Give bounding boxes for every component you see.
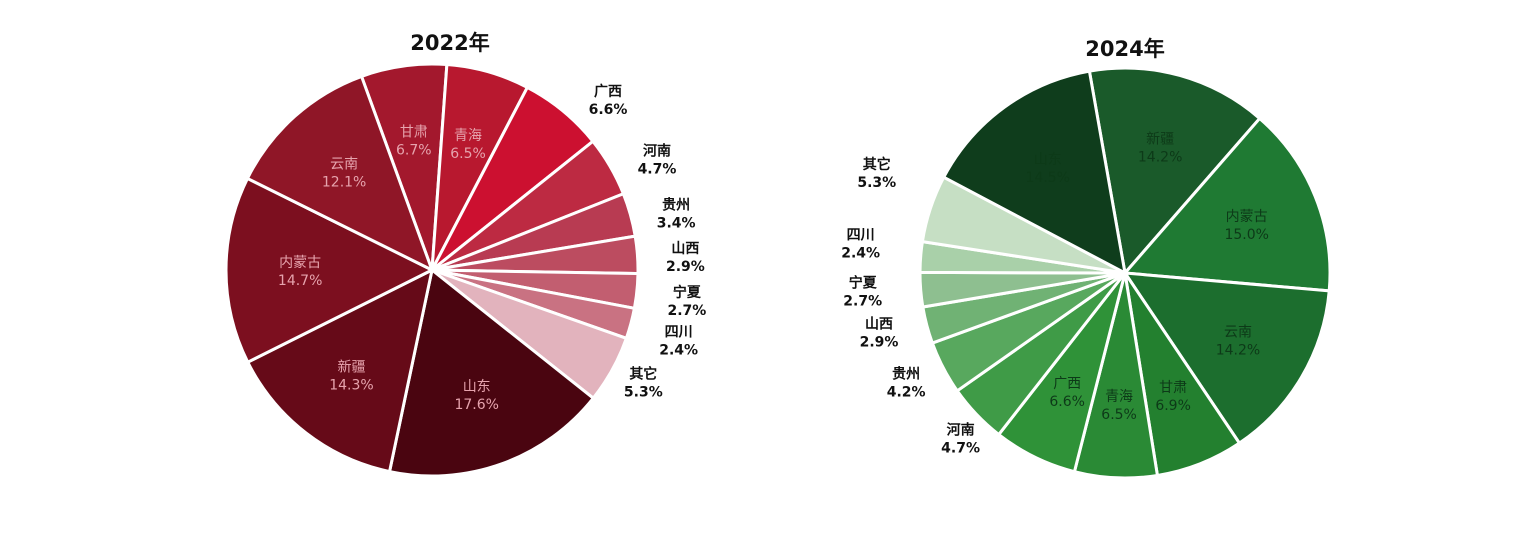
chart-title-2022: 2022年 (410, 31, 489, 55)
slice-label-云南: 云南 14.2% (1216, 325, 1260, 359)
pie-slice-新疆 (245, 267, 435, 474)
slice-label-广西: 广西 6.6% (589, 83, 628, 118)
pie-slice-新疆 (1087, 66, 1262, 277)
slice-label-青海: 青海 6.5% (450, 128, 486, 162)
slice-label-四川: 四川 2.4% (841, 227, 880, 261)
slice-label-甘肃: 甘肃 6.9% (1155, 380, 1191, 414)
slice-label-四川: 四川 2.4% (659, 325, 698, 359)
slice-label-贵州: 贵州 4.2% (887, 365, 926, 400)
slice-label-其它: 其它 5.3% (624, 365, 663, 400)
slice-label-山东: 山东 14.5% (1026, 152, 1070, 186)
slice-label-山西: 山西 2.9% (860, 316, 899, 350)
pie-slice-云南 (245, 74, 435, 274)
slice-label-内蒙古: 内蒙古 14.7% (278, 255, 322, 289)
slice-label-广西: 广西 6.6% (1049, 376, 1085, 410)
slice-label-山东: 山东 17.6% (454, 379, 498, 413)
slice-label-宁夏: 宁夏 2.7% (667, 284, 706, 319)
chart-title-2024: 2024年 (1085, 37, 1164, 61)
pie-slice-山东 (941, 69, 1128, 276)
slice-label-宁夏: 宁夏 2.7% (843, 274, 882, 309)
pie-slice-内蒙古 (1121, 116, 1332, 293)
slice-label-新疆: 新疆 14.2% (1138, 132, 1182, 166)
slice-label-新疆: 新疆 14.3% (329, 359, 373, 393)
pie-2024: 新疆 14.2% 内蒙古 15.0% 云南 14.2% 甘肃 6.9% 青海 6.5% 广西 6.6%… (841, 66, 1332, 480)
slice-label-山西: 山西 2.9% (666, 241, 705, 275)
slice-label-河南: 河南 4.7% (941, 422, 980, 457)
slice-label-贵州: 贵州 3.4% (657, 197, 696, 232)
slice-label-青海: 青海 6.5% (1101, 389, 1137, 423)
slice-label-河南: 河南 4.7% (638, 142, 677, 177)
pie-slice-山东 (387, 267, 596, 478)
pie-slice-内蒙古 (224, 176, 436, 365)
slice-label-云南: 云南 12.1% (322, 157, 366, 191)
slice-label-内蒙古: 内蒙古 15.0% (1224, 209, 1268, 243)
slice-label-其它: 其它 5.3% (857, 156, 896, 191)
pie-slice-云南 (1122, 271, 1331, 446)
slice-label-甘肃: 甘肃 6.7% (396, 124, 432, 158)
pie-2022: 甘肃 6.7% 青海 6.5% 广西 6.6% 河南 4.7% 贵州 3.4% 山西 2.9% 宁夏 2.… (224, 62, 706, 478)
